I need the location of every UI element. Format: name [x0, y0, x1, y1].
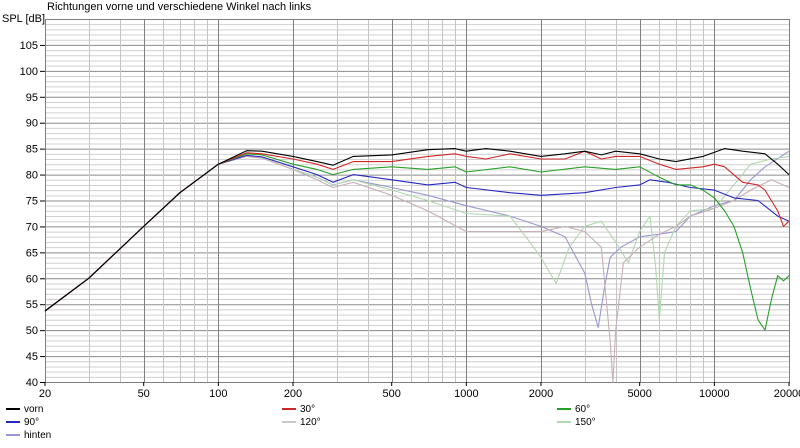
- y-tick-label: 85: [26, 144, 38, 156]
- legend-swatch: [282, 421, 296, 423]
- y-tick-label: 55: [26, 299, 38, 311]
- x-tick-label: 500: [383, 388, 401, 400]
- legend-swatch: [6, 421, 20, 423]
- legend-label: hinten: [24, 429, 52, 441]
- series-line-120deg: [44, 155, 790, 383]
- legend-item-150: 150°: [557, 416, 596, 428]
- legend-item-60: 60°: [557, 403, 590, 415]
- legend-swatch: [282, 408, 296, 410]
- y-tick-label: 90: [26, 118, 38, 130]
- y-tick-label: 70: [26, 221, 38, 233]
- y-tick-label: 100: [20, 66, 38, 78]
- legend-item-30: 30°: [282, 403, 315, 415]
- y-tick-label: 40: [26, 377, 38, 389]
- series-line-150deg: [44, 155, 790, 321]
- legend-label: 60°: [575, 403, 591, 415]
- series-line-vorn: [44, 148, 790, 312]
- x-tick-label: 2000: [529, 388, 553, 400]
- x-tick-label: 10000: [699, 388, 730, 400]
- legend-label: 90°: [24, 416, 40, 428]
- legend-swatch: [557, 421, 571, 423]
- legend-item-90: 90°: [6, 416, 39, 428]
- y-tick-label: 45: [26, 351, 38, 363]
- legend-label: 30°: [300, 403, 316, 415]
- x-tick-label: 200: [284, 388, 302, 400]
- plot-frame: [45, 19, 790, 383]
- y-tick-label: 75: [26, 196, 38, 208]
- x-tick-label: 20000: [774, 388, 800, 400]
- x-tick-label: 50: [138, 388, 150, 400]
- x-tick-label: 1000: [454, 388, 478, 400]
- y-axis-label: SPL [dB]: [2, 13, 46, 25]
- legend-label: 120°: [300, 416, 321, 428]
- x-tick-label: 100: [209, 388, 227, 400]
- x-tick-label: 5000: [627, 388, 651, 400]
- series-line-90deg: [44, 154, 790, 312]
- legend-swatch: [6, 408, 20, 410]
- y-tick-label: 50: [26, 325, 38, 337]
- legend-swatch: [557, 408, 571, 410]
- legend-swatch: [6, 434, 20, 436]
- legend-item-hinten: hinten: [6, 429, 51, 441]
- legend-item-vorn: vorn: [6, 403, 43, 415]
- legend-label: vorn: [24, 403, 44, 415]
- y-tick-label: 80: [26, 170, 38, 182]
- series-line-60deg: [44, 153, 790, 331]
- legend-item-120: 120°: [282, 416, 321, 428]
- x-tick-label: 20: [39, 388, 51, 400]
- series-line-30deg: [44, 150, 790, 312]
- y-tick-label: 95: [26, 92, 38, 104]
- y-tick-label: 105: [20, 40, 38, 52]
- y-tick-label: 65: [26, 247, 38, 259]
- chart-title: Richtungen vorne und verschiedene Winkel…: [47, 1, 312, 13]
- series-line-hinten: [44, 150, 790, 329]
- legend-label: 150°: [575, 416, 596, 428]
- y-tick-label: 60: [26, 273, 38, 285]
